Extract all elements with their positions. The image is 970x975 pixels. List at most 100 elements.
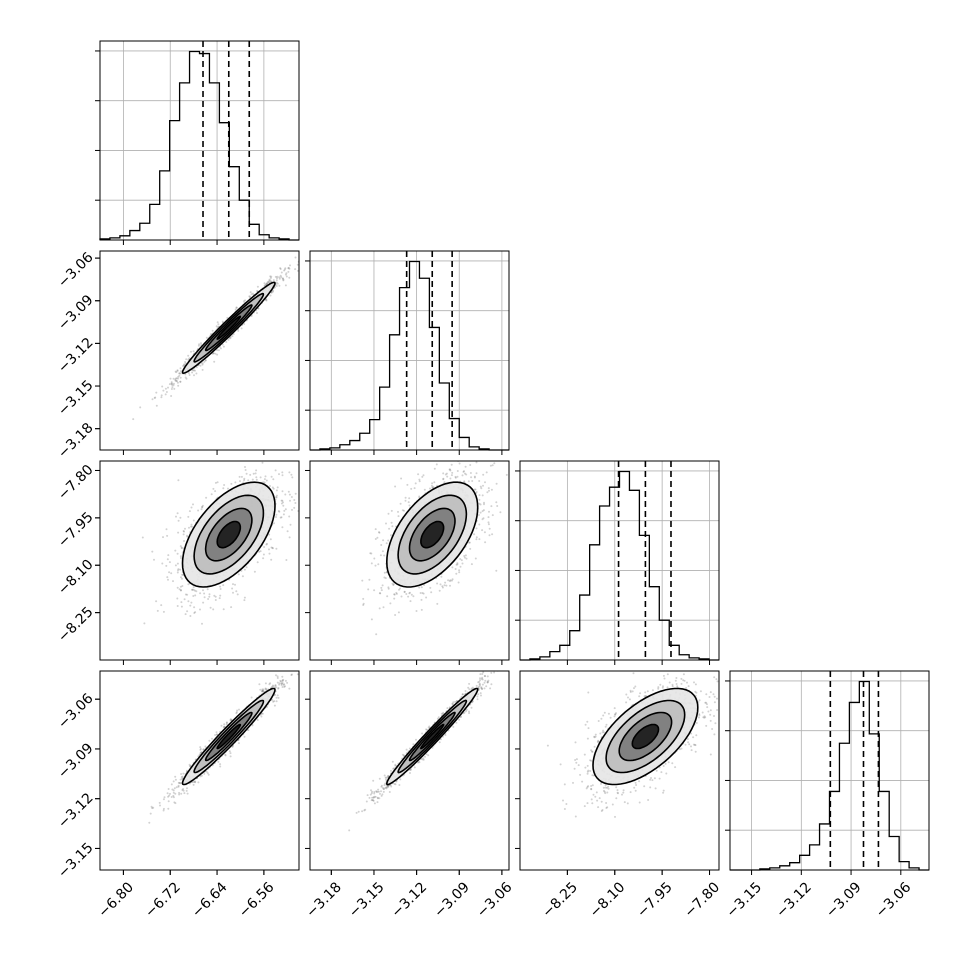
scatter-point: [482, 485, 484, 487]
scatter-point: [278, 511, 280, 513]
scatter-point: [479, 494, 481, 496]
scatter-point: [407, 596, 409, 598]
scatter-point: [283, 510, 285, 512]
scatter-point: [235, 307, 237, 309]
scatter-point: [171, 381, 173, 383]
scatter-layer: [142, 442, 314, 625]
scatter-point: [237, 330, 239, 332]
scatter-point: [387, 540, 389, 542]
scatter-point: [173, 378, 175, 380]
scatter-point: [281, 526, 283, 528]
scatter-point: [189, 605, 191, 607]
scatter-point: [432, 486, 434, 488]
scatter-point: [279, 267, 281, 269]
scatter-point: [265, 475, 267, 477]
scatter-point: [416, 610, 418, 612]
scatter-point: [491, 489, 493, 491]
scatter-point: [180, 377, 182, 379]
scatter-point: [177, 382, 179, 384]
scatter-point: [469, 542, 471, 544]
scatter-point: [171, 388, 173, 390]
scatter-point: [192, 369, 194, 371]
scatter-point: [222, 487, 224, 489]
panel-2-0: −8.25−8.10−7.95−7.80: [55, 442, 314, 666]
scatter-point: [175, 779, 177, 781]
scatter-point: [285, 508, 287, 510]
scatter-point: [283, 513, 285, 515]
scatter-point: [202, 505, 204, 507]
scatter-point: [154, 397, 156, 399]
scatter-point: [458, 569, 460, 571]
scatter-point: [217, 761, 219, 763]
scatter-point: [200, 365, 202, 367]
scatter-point: [419, 480, 421, 482]
scatter-point: [451, 474, 453, 476]
scatter-point: [469, 464, 471, 466]
scatter-point: [274, 705, 276, 707]
scatter-point: [169, 561, 171, 563]
scatter-point: [262, 557, 264, 559]
scatter-point: [462, 474, 464, 476]
scatter-point: [260, 476, 262, 478]
scatter-point: [165, 393, 167, 395]
scatter-point: [170, 378, 172, 380]
scatter-point: [488, 511, 490, 513]
scatter-point: [132, 418, 134, 420]
scatter-point: [222, 584, 224, 586]
scatter-point: [465, 554, 467, 556]
scatter-point: [160, 396, 162, 398]
scatter-point: [491, 533, 493, 535]
scatter-point: [294, 502, 296, 504]
scatter-point: [290, 474, 292, 476]
panel-0-0: [95, 41, 299, 245]
scatter-point: [264, 478, 266, 480]
scatter-point: [221, 725, 223, 727]
scatter-point: [451, 472, 453, 474]
scatter-point: [275, 514, 277, 516]
scatter-point: [455, 573, 457, 575]
scatter-point: [219, 597, 221, 599]
scatter-point: [281, 471, 283, 473]
scatter-point: [255, 469, 257, 471]
scatter-point: [489, 528, 491, 530]
scatter-point: [369, 552, 371, 554]
scatter-point: [215, 482, 217, 484]
scatter-point: [157, 610, 159, 612]
scatter-point: [214, 734, 216, 736]
scatter-point: [480, 457, 482, 459]
scatter-point: [270, 277, 272, 279]
scatter-point: [471, 563, 473, 565]
scatter-point: [382, 550, 384, 552]
scatter-point: [463, 480, 465, 482]
scatter-point: [269, 682, 271, 684]
scatter-point: [257, 286, 259, 288]
scatter-point: [287, 530, 289, 532]
scatter-point: [480, 512, 482, 514]
scatter-point: [409, 505, 411, 507]
scatter-point: [269, 553, 271, 555]
scatter-point: [382, 584, 384, 586]
scatter-point: [182, 773, 184, 775]
scatter-point: [230, 606, 232, 608]
scatter-point: [431, 482, 433, 484]
scatter-point: [160, 604, 162, 606]
scatter-point: [175, 378, 177, 380]
scatter-point: [255, 476, 257, 478]
scatter-point: [181, 578, 183, 580]
scatter-point: [400, 503, 402, 505]
scatter-point: [237, 442, 239, 444]
scatter-point: [403, 510, 405, 512]
scatter-point: [447, 579, 449, 581]
scatter-point: [214, 353, 216, 355]
scatter-point: [191, 524, 193, 526]
scatter-point: [457, 470, 459, 472]
scatter-point: [375, 538, 377, 540]
scatter-point: [244, 466, 246, 468]
scatter-point: [152, 398, 154, 400]
scatter-point: [362, 598, 364, 600]
scatter-point: [156, 405, 158, 407]
scatter-point: [462, 563, 464, 565]
scatter-point: [212, 608, 214, 610]
scatter-point: [216, 354, 218, 356]
